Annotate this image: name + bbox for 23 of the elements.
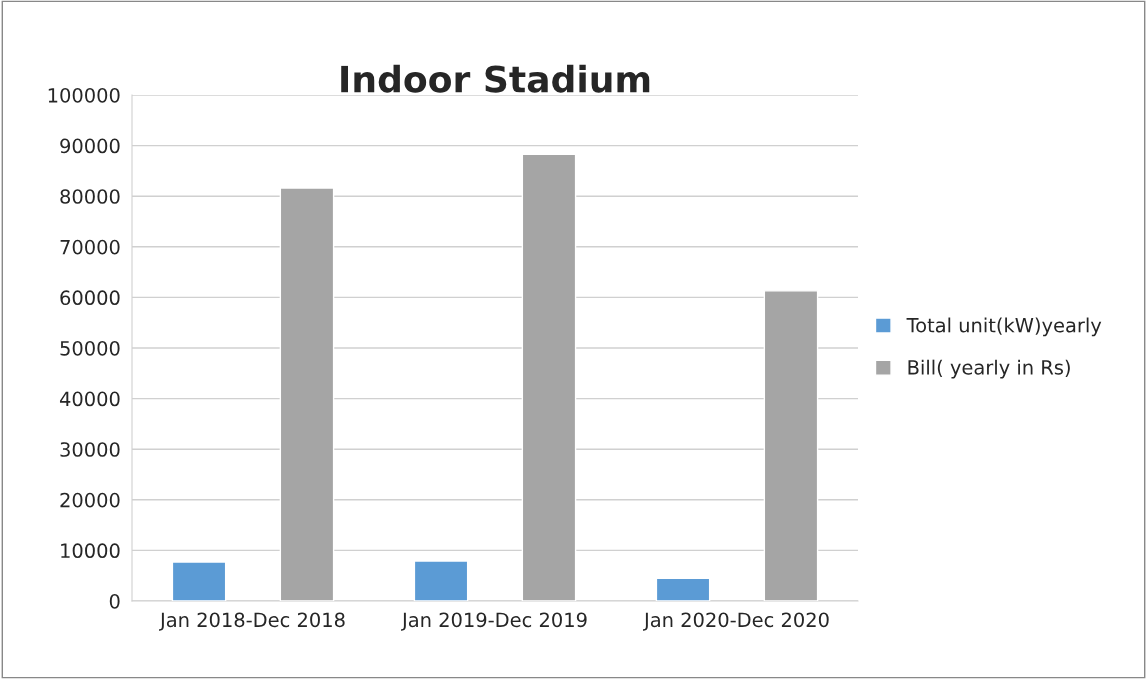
- bar: [655, 577, 711, 601]
- x-tick-label: Jan 2020-Dec 2020: [643, 612, 829, 631]
- y-tick-label: 100000: [48, 87, 120, 103]
- x-tick-label: Jan 2019-Dec 2019: [401, 612, 587, 631]
- y-tick-label: 70000: [60, 239, 120, 255]
- legend-label: Total unit(kW)yearly: [906, 317, 1102, 337]
- bar: [171, 561, 227, 601]
- bar: [521, 153, 577, 601]
- y-tick-label: 0: [109, 593, 120, 609]
- y-tick-label: 30000: [60, 442, 120, 457]
- y-tick-label: 20000: [60, 492, 120, 508]
- y-tick-label: 40000: [59, 391, 120, 407]
- y-tick-label: 80000: [60, 189, 120, 204]
- y-tick-label: 90000: [60, 138, 120, 154]
- legend-label: Bill( yearly in Rs): [908, 359, 1070, 379]
- chart-title: Indoor Stadium: [341, 64, 650, 93]
- bar: [413, 560, 469, 601]
- y-tick-label: 10000: [61, 543, 120, 559]
- x-tick-label: Jan 2018-Dec 2018: [159, 612, 345, 631]
- y-tick-label: 50000: [60, 340, 120, 356]
- bar: [279, 187, 335, 601]
- bar: [763, 290, 819, 601]
- y-tick-label: 60000: [60, 290, 120, 306]
